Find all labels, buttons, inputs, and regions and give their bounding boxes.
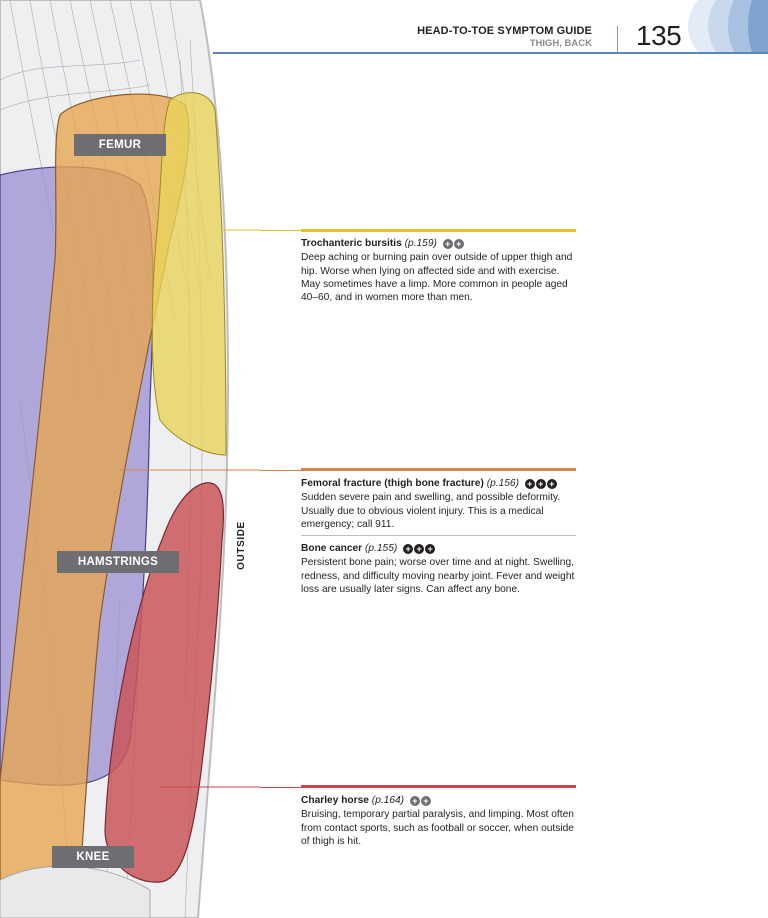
plus-circle-icon: +: [535, 479, 546, 489]
entry-page-ref[interactable]: (p.156): [486, 478, 519, 489]
bursitis-leader-extension: [260, 230, 301, 231]
header-rule: [213, 52, 768, 54]
severity-icons: + + +: [524, 478, 558, 491]
bursitis-rule: [301, 229, 576, 232]
charley-leader-extension: [260, 787, 301, 788]
section-subtitle: THIGH, BACK: [529, 38, 592, 49]
plus-circle-icon: +: [409, 796, 420, 806]
guide-title: HEAD-TO-TOE SYMPTOM GUIDE: [417, 25, 592, 37]
entry-trochanteric-bursitis: Trochanteric bursitis (p.159) + + Deep ac…: [301, 237, 576, 304]
severity-icons: + + +: [403, 543, 436, 556]
fracture-rule: [301, 468, 576, 471]
plus-circle-icon: +: [453, 239, 464, 249]
header-arcs-decoration: [678, 0, 768, 52]
entry-page-ref[interactable]: (p.159): [404, 238, 437, 249]
bursitis-region: [151, 92, 227, 456]
entry-page-ref[interactable]: (p.164): [371, 795, 405, 806]
plus-circle-icon: +: [420, 796, 431, 806]
entry-body: Bruising, temporary partial paralysis, a…: [301, 809, 574, 847]
thigh-anatomy-illustration: [0, 0, 260, 918]
entry-femoral-fracture: Femoral fracture (thigh bone fracture) (…: [301, 477, 576, 531]
entry-body: Persistent bone pain; worse over time an…: [301, 557, 575, 595]
divider: [301, 535, 576, 536]
entry-bone-cancer: Bone cancer (p.155) + + + Persistent bone …: [301, 542, 576, 596]
plus-circle-icon: +: [524, 479, 535, 489]
plus-circle-icon: +: [442, 239, 453, 249]
knee-label: KNEE: [52, 846, 134, 868]
header-divider: [617, 26, 618, 52]
page-number: 135: [636, 20, 682, 51]
femur-label: FEMUR: [74, 134, 166, 156]
entry-charley-horse: Charley horse (p.164) + + Bruising, tempo…: [301, 794, 576, 848]
plus-circle-icon: +: [403, 544, 414, 554]
knee-outline: [0, 865, 151, 918]
entry-title: Trochanteric bursitis: [301, 238, 402, 249]
entry-page-ref[interactable]: (p.155): [365, 543, 398, 554]
plus-circle-icon: +: [425, 544, 436, 554]
severity-icons: + +: [442, 238, 465, 251]
outside-label: OUTSIDE: [235, 521, 247, 570]
severity-icons: + +: [409, 795, 432, 808]
entry-body: Deep aching or burning pain over outside…: [301, 252, 573, 304]
charley-horse-rule: [301, 785, 576, 788]
hamstrings-label: HAMSTRINGS: [57, 551, 179, 573]
entry-title: Bone cancer: [301, 543, 363, 554]
entry-title: Femoral fracture (thigh bone fracture): [301, 478, 484, 489]
entry-title: Charley horse: [301, 795, 369, 806]
plus-circle-icon: +: [546, 479, 557, 489]
fracture-leader-extension: [260, 470, 301, 471]
plus-circle-icon: +: [414, 544, 425, 554]
entry-body: Sudden severe pain and swelling, and pos…: [301, 492, 561, 530]
